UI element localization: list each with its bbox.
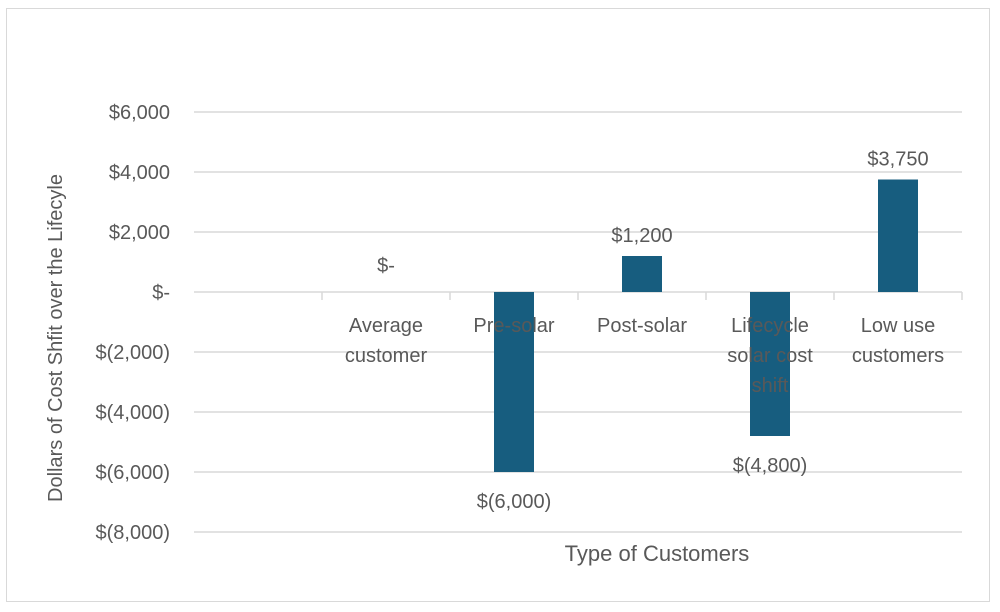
- data-label: $1,200: [611, 225, 672, 247]
- data-label: $(6,000): [477, 491, 552, 513]
- x-tick-label: customers: [852, 345, 944, 367]
- x-tick-label: Lifecycle: [731, 315, 809, 337]
- gridlines: [194, 111, 963, 533]
- y-tick-label: $-: [152, 282, 170, 304]
- x-tick-labels: Average customer Pre-solar Post-solar Lifecy…: [345, 315, 944, 397]
- y-tick-label: $(8,000): [96, 522, 171, 544]
- bar: [750, 292, 790, 436]
- x-tick-label: Low use: [861, 315, 936, 337]
- data-label: $3,750: [867, 149, 928, 171]
- bar: [622, 256, 662, 292]
- bars: [494, 179, 918, 472]
- data-label: $(4,800): [733, 455, 808, 477]
- x-tick-label: customer: [345, 345, 428, 367]
- data-label: $-: [377, 255, 395, 277]
- x-tick-label: Post-solar: [597, 315, 687, 337]
- y-tick-label: $4,000: [109, 162, 170, 184]
- y-axis-title: Dollars of Cost Shfit over the Lifecyle: [45, 174, 67, 502]
- x-tick-label: Average: [349, 315, 423, 337]
- y-tick-label: $(6,000): [96, 462, 171, 484]
- bar: [878, 179, 918, 292]
- data-labels: $- $(6,000) $1,200 $(4,800) $3,750: [377, 149, 928, 514]
- y-tick-label: $(2,000): [96, 342, 171, 364]
- y-tick-label: $2,000: [109, 222, 170, 244]
- x-axis-title: Type of Customers: [565, 541, 750, 566]
- x-tick-label: Pre-solar: [473, 315, 554, 337]
- x-tick-label: solar cost: [727, 345, 813, 367]
- y-tick-labels: $6,000 $4,000 $2,000 $- $(2,000) $(4,000) $(6,…: [96, 102, 171, 544]
- y-tick-label: $(4,000): [96, 402, 171, 424]
- bar: [494, 292, 534, 472]
- x-tick-label: shift: [752, 375, 789, 397]
- y-tick-label: $6,000: [109, 102, 170, 124]
